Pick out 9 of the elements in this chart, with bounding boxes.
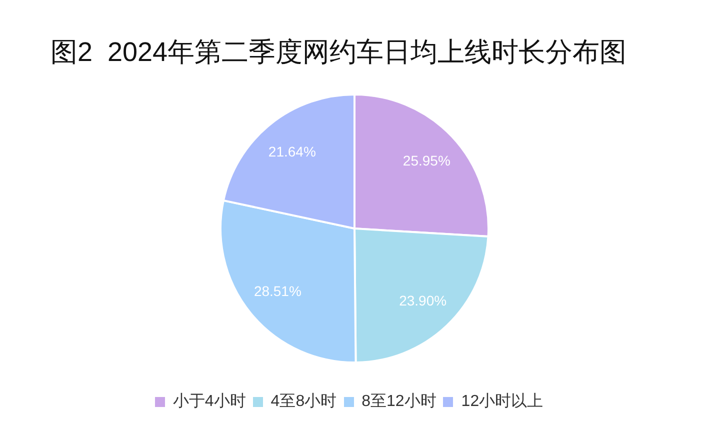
legend-label: 12小时以上 [461,393,544,410]
legend-label: 8至12小时 [362,393,436,410]
data-label: 21.64% [268,143,316,160]
data-label: 25.95% [402,152,450,169]
data-label: 23.90% [399,292,447,308]
chart-title: 图2 2024年第二季度网约车日均上线时长分布图 [49,36,628,69]
legend-label: 4至8小时 [270,393,337,410]
data-label: 28.51% [254,283,302,300]
legend-label: 小于4小时 [172,393,246,410]
